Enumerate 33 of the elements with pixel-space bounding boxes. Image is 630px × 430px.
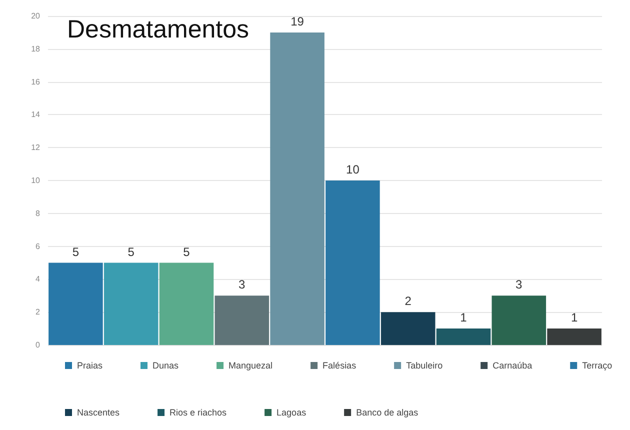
legend-label: Dunas [152, 360, 180, 370]
y-tick-label: 12 [31, 143, 41, 152]
data-label: 3 [516, 278, 523, 292]
legend-label: Manguezal [228, 360, 273, 370]
legend-label: Praias [77, 360, 104, 370]
y-tick-label: 2 [36, 308, 41, 317]
data-label: 19 [290, 14, 304, 28]
y-tick-label: 6 [36, 242, 41, 251]
y-tick-label: 8 [36, 208, 41, 218]
y-tick-label: 10 [31, 176, 41, 185]
y-tick-label: 14 [31, 110, 41, 120]
legend-label: Falésias [322, 360, 357, 370]
y-tick-label: 16 [31, 77, 41, 86]
chart-title: Desmatamentos [67, 16, 250, 44]
legend-label: Nascentes [77, 408, 120, 418]
data-label: 2 [404, 294, 412, 308]
data-label: 10 [346, 162, 360, 176]
data-label: 3 [238, 278, 246, 292]
legend-label: Lagoas [276, 408, 307, 418]
data-label: 1 [460, 310, 468, 325]
data-label: 5 [72, 244, 80, 259]
data-label: 5 [183, 244, 190, 259]
legend-label: Carnaúba [492, 360, 532, 370]
legend-label: Terraço [582, 360, 612, 370]
y-tick-label: 18 [31, 44, 41, 54]
data-label: 5 [128, 244, 135, 259]
y-tick-label: 20 [31, 12, 41, 20]
y-tick-label: 0 [36, 340, 41, 350]
legend-label: Banco de algas [356, 408, 419, 418]
y-tick-label: 4 [36, 274, 41, 284]
legend-label: Rios e riachos [170, 408, 228, 418]
data-label: 1 [570, 310, 578, 325]
legend-label: Tabuleiro [406, 360, 443, 370]
